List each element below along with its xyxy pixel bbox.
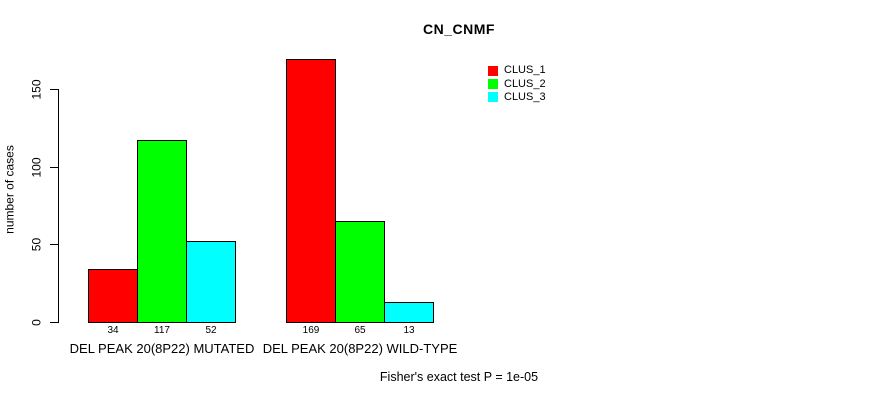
- y-tick-mark: [50, 322, 58, 323]
- y-tick-label: 50: [29, 237, 44, 252]
- chart-title: CN_CNMF: [423, 21, 495, 37]
- bar-value-label: 65: [354, 325, 366, 336]
- fisher-test-annotation: Fisher's exact test P = 1e-05: [379, 370, 539, 384]
- legend-label: CLUS_2: [504, 77, 546, 90]
- y-axis-line: [58, 89, 59, 323]
- legend-swatch-clus_3: [488, 92, 498, 103]
- category-label: DEL PEAK 20(8P22) MUTATED: [69, 341, 255, 356]
- legend-row: CLUS_3: [488, 91, 546, 104]
- y-tick-mark: [50, 89, 58, 90]
- bar-value-label: 13: [403, 325, 415, 336]
- legend-label: CLUS_1: [504, 64, 546, 77]
- y-tick-label: 150: [29, 79, 44, 100]
- legend-row: CLUS_1: [488, 64, 546, 77]
- y-tick-label: 0: [29, 319, 44, 326]
- bar-clus_3-1: [186, 241, 236, 323]
- bar-clus_2-1: [137, 140, 187, 323]
- legend-label: CLUS_3: [504, 90, 546, 103]
- bar-clus_1-1: [88, 269, 138, 323]
- y-tick-mark: [50, 167, 58, 168]
- bar-value-label: 34: [107, 325, 119, 336]
- legend-row: CLUS_2: [488, 77, 546, 90]
- y-tick-mark: [50, 244, 58, 245]
- y-tick-label: 100: [29, 157, 44, 178]
- bar-clus_2-2: [335, 221, 385, 323]
- bar-clus_1-2: [286, 59, 336, 323]
- bar-value-label: 52: [205, 325, 217, 336]
- category-label: DEL PEAK 20(8P22) WILD-TYPE: [262, 341, 458, 356]
- bar-value-label: 169: [302, 325, 320, 336]
- legend: CLUS_1 CLUS_2 CLUS_3: [488, 64, 546, 104]
- y-axis-label: number of cases: [2, 145, 17, 234]
- bar-value-label: 117: [154, 325, 170, 336]
- legend-swatch-clus_2: [488, 79, 498, 90]
- legend-swatch-clus_1: [488, 65, 498, 76]
- bar-clus_3-2: [384, 302, 434, 323]
